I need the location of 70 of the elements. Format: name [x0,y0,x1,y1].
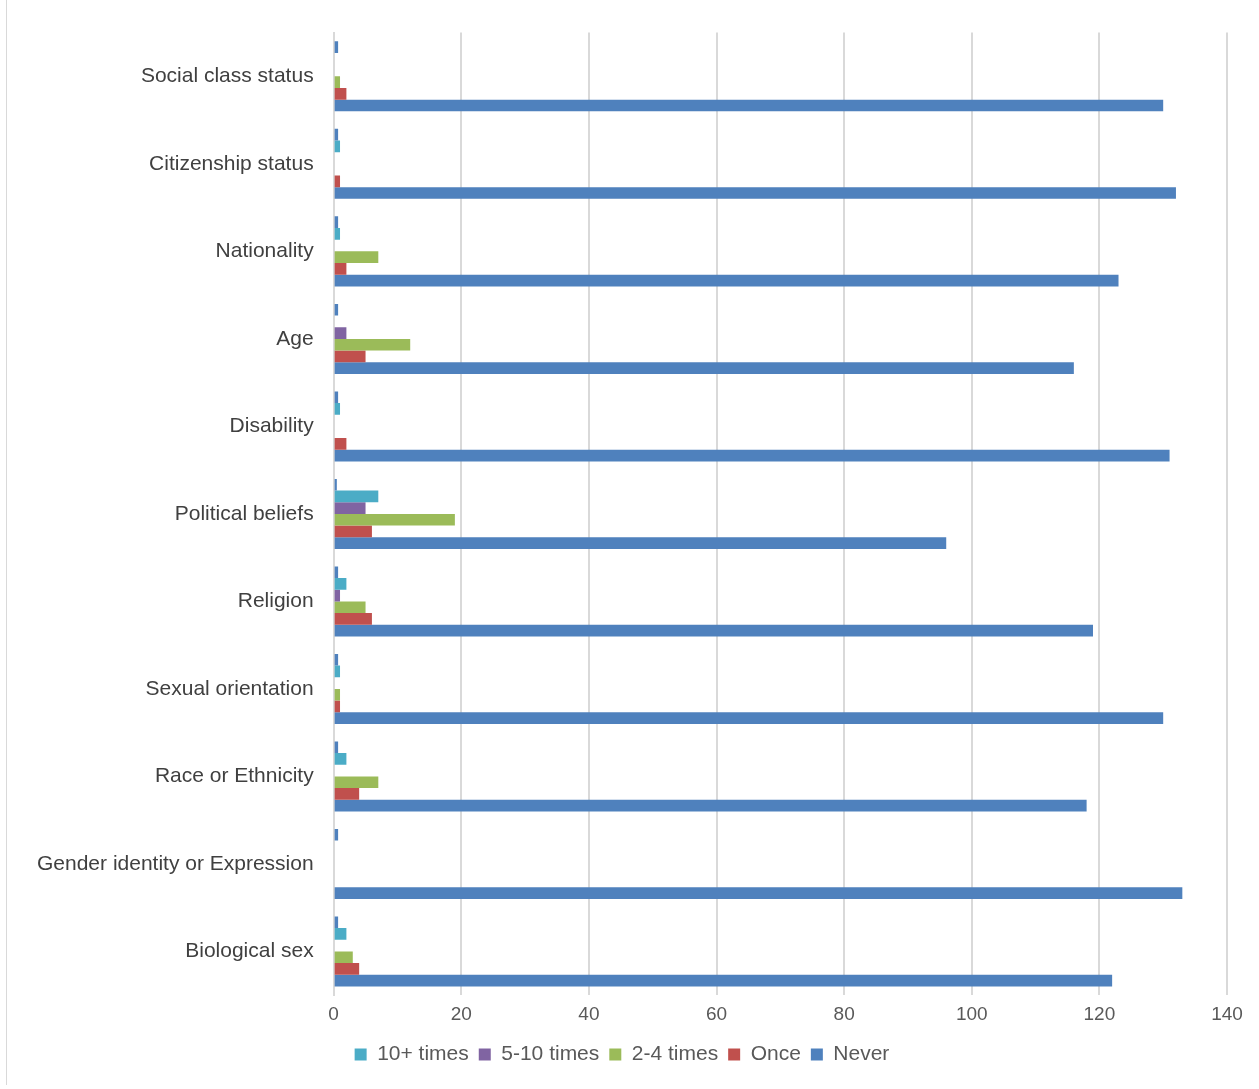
y-tick-label: Religion [237,588,314,612]
bar [334,951,353,964]
bar [334,362,1074,374]
bar [334,974,1113,987]
bar [334,228,341,240]
y-tick-label: Gender identity or Expression [37,850,314,874]
bar [334,88,347,100]
bar [334,128,339,141]
legend-label: Never [833,1041,890,1065]
bar [334,303,339,316]
bar [334,525,372,538]
y-tick-label: Race or Ethnicity [154,763,315,787]
x-tick-label: 40 [578,1002,600,1024]
bar [334,502,366,514]
bar [334,916,339,929]
bar [334,566,339,579]
y-tick-label: Political beliefs [174,500,314,524]
legend-label: 5-10 times [501,1041,600,1065]
y-tick-label: Social class status [140,63,314,87]
bar [334,251,379,264]
bar [334,41,339,54]
bar [334,613,372,625]
bar [334,187,1176,199]
x-tick-label: 60 [705,1002,728,1024]
bar [334,403,341,415]
legend-label: Once [750,1041,801,1065]
x-tick-label: 80 [833,1002,855,1024]
y-tick-label: Citizenship status [149,150,314,174]
x-tick-label: 100 [955,1002,988,1024]
bar [334,338,411,351]
y-tick-label: Biological sex [185,938,315,962]
bar [334,350,366,363]
bar [334,963,360,975]
bar [334,776,379,789]
bar [334,741,339,754]
bar [334,438,347,450]
bar [334,274,1119,287]
x-tick-label: 120 [1083,1002,1116,1024]
bar [334,601,366,614]
legend-label: 2-4 times [631,1041,719,1065]
x-tick-label: 0 [328,1002,339,1024]
bar [334,537,947,549]
bar [334,788,360,800]
bar [334,76,341,89]
bar [334,799,1087,812]
bar [334,624,1093,637]
legend-label: 10+ times [377,1041,469,1065]
bar [334,327,347,339]
bar [334,216,339,229]
bar [334,490,379,503]
bar [334,887,1183,899]
bar [334,688,341,701]
bar [334,578,347,590]
bar [334,391,339,404]
y-tick-label: Sexual orientation [145,675,314,699]
bar [334,99,1164,112]
y-tick-label: Age [276,325,314,349]
bar [334,478,337,491]
bar [334,653,339,666]
x-tick-label: 20 [450,1002,472,1024]
bar [334,263,347,275]
y-tick-label: Nationality [215,238,315,262]
bar [334,928,347,940]
bar [334,449,1170,462]
bar [334,828,339,841]
y-tick-label: Disability [229,413,315,437]
x-tick-label: 140 [1211,1002,1243,1024]
bar [334,513,455,526]
bar [334,712,1164,724]
bar [334,753,347,765]
